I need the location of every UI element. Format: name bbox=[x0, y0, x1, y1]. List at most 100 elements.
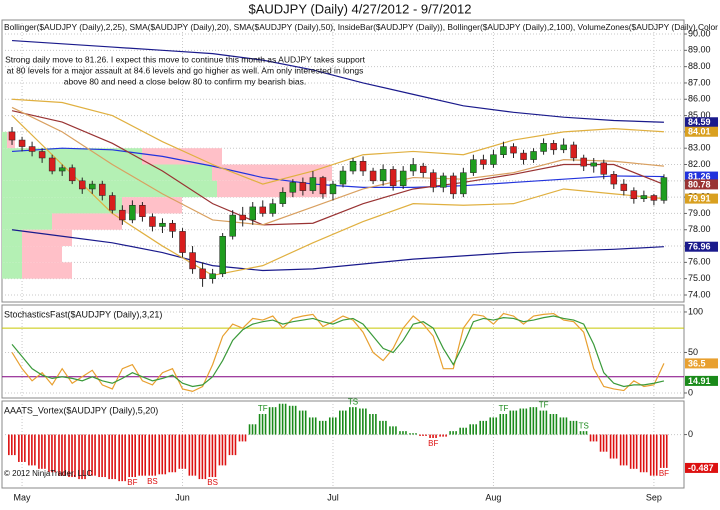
candle-body bbox=[440, 175, 447, 188]
vortex-bar bbox=[268, 407, 271, 435]
signal-label: BS bbox=[147, 477, 158, 486]
vortex-bar bbox=[311, 417, 314, 435]
x-tick-label: Jun bbox=[175, 492, 190, 502]
vortex-bar bbox=[592, 434, 595, 442]
candle-body bbox=[58, 167, 66, 172]
vortex-bar bbox=[318, 420, 321, 435]
value-box-label: 76.96 bbox=[688, 242, 711, 252]
volume-zone-sell bbox=[22, 229, 72, 247]
candle-body bbox=[470, 159, 477, 173]
vortex-bar bbox=[509, 410, 512, 435]
vortex-bar bbox=[619, 434, 622, 466]
stoch-line bbox=[11, 312, 665, 392]
x-tick-label: Jul bbox=[327, 492, 339, 502]
candle-body bbox=[259, 206, 267, 214]
vortex-bar bbox=[622, 434, 625, 466]
vortex-bar bbox=[559, 417, 562, 435]
candle-body bbox=[349, 160, 357, 172]
value-box-label: 84.01 bbox=[688, 127, 711, 137]
vortex-bar bbox=[649, 434, 652, 476]
y-tick-label: 82.00 bbox=[688, 159, 711, 169]
vortex-bar bbox=[194, 434, 197, 476]
candle-body bbox=[99, 183, 106, 196]
volume-zone-buy bbox=[2, 229, 22, 247]
volume-zone-buy bbox=[2, 246, 22, 263]
vortex-bar bbox=[304, 410, 307, 435]
vortex-bar bbox=[445, 434, 447, 437]
vortex-bar bbox=[342, 410, 344, 435]
candle-body bbox=[430, 172, 437, 188]
indicator-label: Bollinger($AUDJPY (Daily),2,25), SMA($AU… bbox=[4, 22, 720, 32]
vortex-bar bbox=[659, 434, 662, 468]
candle-body bbox=[169, 222, 176, 232]
vortex-bar bbox=[449, 431, 451, 435]
vortex-bar bbox=[399, 431, 401, 435]
value-box-label: -0.487 bbox=[688, 463, 714, 473]
candle-body bbox=[219, 236, 226, 275]
vortex-bar bbox=[191, 434, 194, 476]
candle-body bbox=[560, 144, 567, 151]
vortex-bar bbox=[502, 414, 505, 435]
candle-body bbox=[389, 169, 397, 186]
vortex-bar bbox=[402, 431, 404, 435]
candle-body bbox=[570, 144, 577, 159]
indicator-line bbox=[11, 39, 664, 123]
value-box-label: 36.5 bbox=[688, 358, 706, 368]
vortex-bar bbox=[582, 431, 585, 435]
candle-body bbox=[650, 195, 658, 201]
vortex-bar bbox=[178, 434, 181, 469]
vortex-bar bbox=[98, 434, 100, 478]
vortex-bar bbox=[241, 434, 244, 442]
vortex-bar bbox=[405, 431, 407, 435]
vortex-bar bbox=[278, 403, 281, 435]
vortex-bar bbox=[652, 434, 655, 476]
vortex-bar bbox=[505, 414, 508, 435]
vortex-bar bbox=[425, 434, 427, 436]
vortex-bar bbox=[472, 424, 474, 435]
vortex-bar bbox=[244, 434, 247, 442]
signal-label: BF bbox=[127, 478, 137, 487]
vortex-bar bbox=[128, 434, 130, 478]
annotation: at 80 levels for a major assault at 84.6… bbox=[7, 65, 364, 75]
vortex-bar bbox=[392, 426, 394, 435]
vortex-bar bbox=[565, 417, 568, 435]
vortex-bar bbox=[38, 434, 40, 469]
candle-body bbox=[279, 191, 287, 204]
candle-body bbox=[149, 216, 156, 227]
candle-body bbox=[139, 205, 146, 217]
vortex-bar bbox=[629, 434, 632, 469]
vortex-bar bbox=[432, 434, 434, 438]
vortex-bar bbox=[168, 434, 171, 473]
vortex-bar bbox=[499, 414, 502, 435]
y-tick-label: 74.00 bbox=[688, 289, 711, 299]
vortex-bar bbox=[238, 434, 241, 442]
vortex-bar bbox=[134, 434, 136, 478]
vortex-bar bbox=[475, 424, 477, 435]
candle-body bbox=[28, 146, 36, 152]
vortex-bar bbox=[645, 434, 648, 473]
candle-body bbox=[269, 203, 277, 214]
vortex-bar bbox=[639, 434, 642, 473]
vortex-bar bbox=[181, 434, 184, 469]
vortex-bar bbox=[14, 434, 16, 456]
candle-body bbox=[460, 172, 467, 195]
signal-label: BF bbox=[428, 439, 438, 448]
vortex-bar bbox=[248, 424, 251, 435]
y-tick-label: 86.00 bbox=[688, 94, 711, 104]
volume-zone-sell bbox=[22, 246, 62, 263]
y-tick-label: 76.00 bbox=[688, 257, 711, 267]
vortex-bar bbox=[439, 434, 441, 437]
vortex-bar bbox=[104, 434, 106, 478]
volume-zone-buy bbox=[2, 262, 22, 279]
vortex-bar bbox=[552, 414, 555, 435]
volume-zone-sell bbox=[142, 148, 222, 165]
vortex-bar bbox=[161, 434, 164, 475]
vortex-bar bbox=[254, 424, 257, 435]
vortex-bar bbox=[231, 434, 234, 456]
vortex-bar bbox=[258, 414, 261, 435]
candle-body bbox=[229, 214, 236, 237]
vortex-bar bbox=[482, 420, 485, 435]
indicator-line bbox=[11, 106, 664, 226]
value-box bbox=[685, 375, 718, 386]
vortex-bar bbox=[271, 407, 274, 435]
